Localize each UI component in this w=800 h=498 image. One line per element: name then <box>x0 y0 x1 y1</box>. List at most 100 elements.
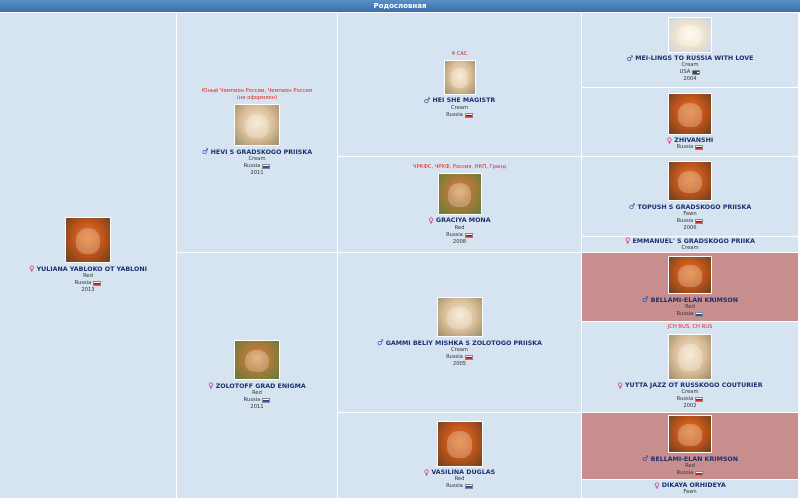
dog-color: Cream <box>681 62 699 69</box>
dog-name-link[interactable]: ♀ YULIANA YABLOKO OT YABLONI <box>29 264 147 274</box>
male-icon: ♂ <box>641 454 649 464</box>
dog-country: Russia <box>446 354 473 361</box>
russia-flag-icon <box>464 484 473 490</box>
usa-flag-icon <box>692 70 701 76</box>
dog-titles: ЧРКФС, ЧРКФ, Россия, НКП, Гранд <box>412 163 507 170</box>
pedigree-cell-grandsire-1: 4 CAC ♂ HEI SHE MAGISTR Cream Russia <box>338 13 581 156</box>
dog-name-link[interactable]: ♀ ZOLOTOFF GRAD ENIGMA <box>208 381 306 391</box>
pedigree-cell-ggparent-7: ♂ BELLAMI-ELAN KRIMSON Red Russia <box>582 413 798 479</box>
dog-name-link[interactable]: ♂ HEI SHE MAGISTR <box>423 96 496 105</box>
male-icon: ♂ <box>201 147 209 157</box>
pedigree-cell-ggparent-3: ♂ TOPUSH S GRADSKOGO PRIISKA Fawn Russia … <box>582 157 798 236</box>
dog-photo[interactable] <box>443 60 476 95</box>
dog-year: 2005 <box>452 360 467 367</box>
pedigree-cell-subject: ♀ YULIANA YABLOKO OT YABLONI Red Russia 2… <box>0 13 176 498</box>
dog-name-link[interactable]: ♀ YUTTA JAZZ OT RUSSKOGO COUTURIER <box>617 380 763 390</box>
dog-name-link[interactable]: ♀ ZHIVANSHI <box>666 135 714 145</box>
dog-name-link[interactable]: ♂ BELLAMI-ELAN KRIMSON <box>641 454 739 464</box>
male-icon: ♂ <box>626 53 634 63</box>
dog-country: Russia <box>677 218 704 225</box>
pedigree-cell-ggparent-8: ♀ DIKAYA ORHIDEYA Fawn <box>582 480 798 498</box>
female-icon: ♀ <box>29 264 35 274</box>
pedigree-cell-granddam-1: ЧРКФС, ЧРКФ, Россия, НКП, Гранд ♀ GRACIYA… <box>338 157 581 252</box>
pedigree-cell-dam: ♀ ZOLOTOFF GRAD ENIGMA Red Russia 2011 <box>177 253 337 498</box>
dog-photo[interactable] <box>668 92 712 135</box>
dog-name-link[interactable]: ♂ TOPUSH S GRADSKOGO PRIISKA <box>628 202 752 212</box>
dog-country: USA <box>680 69 701 76</box>
female-icon: ♀ <box>428 216 434 225</box>
dog-photo[interactable] <box>668 161 712 202</box>
dog-year: 2013 <box>81 286 95 293</box>
dog-photo[interactable] <box>668 16 712 53</box>
dog-color: Red <box>685 303 695 310</box>
dog-name-link[interactable]: ♀ EMMANUEL' S GRADSKOGO PRIIKA <box>625 236 755 246</box>
dog-titles: Юный Чемпион России, Чемпион России (не … <box>201 88 313 101</box>
pedigree-header: Родословная <box>0 0 800 12</box>
pedigree-cell-ggparent-5: ♂ BELLAMI-ELAN KRIMSON Red Russia <box>582 253 798 321</box>
pedigree-cell-granddam-2: ♀ VASILINA DUGLAS Red Russia <box>338 413 581 498</box>
dog-color: Red <box>252 389 262 396</box>
dog-country: Russia <box>75 280 102 287</box>
dog-country: Russia <box>677 396 704 403</box>
dog-name-link[interactable]: ♀ DIKAYA ORHIDEYA <box>654 480 726 490</box>
dog-name-link[interactable]: ♂ BELLAMI-ELAN KRIMSON <box>641 295 739 305</box>
dog-color: Cream <box>681 389 699 395</box>
female-icon: ♀ <box>666 135 673 145</box>
female-icon: ♀ <box>208 381 214 391</box>
russia-flag-icon <box>695 470 704 476</box>
female-icon: ♀ <box>423 467 430 477</box>
male-icon: ♂ <box>641 295 649 305</box>
dog-country: Russia <box>244 163 271 170</box>
dog-country: Russia <box>677 144 704 151</box>
russia-flag-icon <box>93 280 102 286</box>
dog-country: Russia <box>446 232 473 239</box>
russia-flag-icon <box>262 163 271 169</box>
dog-year: 2002 <box>683 403 697 409</box>
russia-flag-icon <box>464 232 473 238</box>
russia-flag-icon <box>464 112 473 118</box>
dog-color: Red <box>454 476 465 483</box>
dog-photo[interactable] <box>437 173 482 215</box>
russia-flag-icon <box>695 218 704 224</box>
dog-photo[interactable] <box>234 104 280 147</box>
dog-titles: JCH RUS, CH RUS <box>667 324 713 330</box>
dog-photo[interactable] <box>668 256 712 295</box>
russia-flag-icon <box>695 311 704 317</box>
dog-titles: 4 CAC <box>451 50 468 57</box>
dog-year: 2006 <box>683 224 697 231</box>
dog-photo[interactable] <box>668 415 712 454</box>
dog-photo[interactable] <box>234 340 280 381</box>
dog-name-link[interactable]: ♂ MEI-LINGS TO RUSSIA WITH LOVE <box>626 53 754 63</box>
dog-year: 2011 <box>250 169 264 176</box>
dog-color: Red <box>83 272 93 279</box>
dog-country: Russia <box>446 483 473 490</box>
female-icon: ♀ <box>617 380 623 390</box>
pedigree-cell-sire: Юный Чемпион России, Чемпион России (не … <box>177 13 337 252</box>
male-icon: ♂ <box>377 338 384 348</box>
dog-country: Russia <box>677 311 704 318</box>
dog-country: Russia <box>446 112 473 119</box>
russia-flag-icon <box>262 397 271 403</box>
male-icon: ♂ <box>423 96 431 105</box>
dog-name-link[interactable]: ♂ HEVI S GRADSKOGO PRIISKA <box>201 147 313 157</box>
dog-photo[interactable] <box>65 217 111 264</box>
male-icon: ♂ <box>628 202 636 212</box>
pedigree-cell-ggparent-1: ♂ MEI-LINGS TO RUSSIA WITH LOVE Cream USA… <box>582 13 798 87</box>
dog-photo[interactable] <box>668 333 712 380</box>
pedigree-cell-ggparent-4: ♀ EMMANUEL' S GRADSKOGO PRIIKA Cream <box>582 237 798 252</box>
dog-photo[interactable] <box>436 297 483 338</box>
dog-year: 2008 <box>452 238 467 245</box>
dog-color: Cream <box>450 346 469 353</box>
dog-color: Cream <box>681 244 699 251</box>
dog-name-link[interactable]: ♂ GAMMI BELIY MISHKA S ZOLOTOGO PRIISKA <box>377 338 542 348</box>
dog-name-link[interactable]: ♀ GRACIYA MONA <box>428 216 491 225</box>
dog-photo[interactable] <box>436 420 483 467</box>
russia-flag-icon <box>695 397 704 402</box>
russia-flag-icon <box>695 145 704 151</box>
russia-flag-icon <box>464 354 473 360</box>
dog-name-link[interactable]: ♀ VASILINA DUGLAS <box>423 467 496 477</box>
dog-color: Cream <box>248 155 266 162</box>
dog-color: Red <box>685 462 695 469</box>
dog-country: Russia <box>677 470 704 477</box>
dog-color: Fawn <box>683 489 697 496</box>
